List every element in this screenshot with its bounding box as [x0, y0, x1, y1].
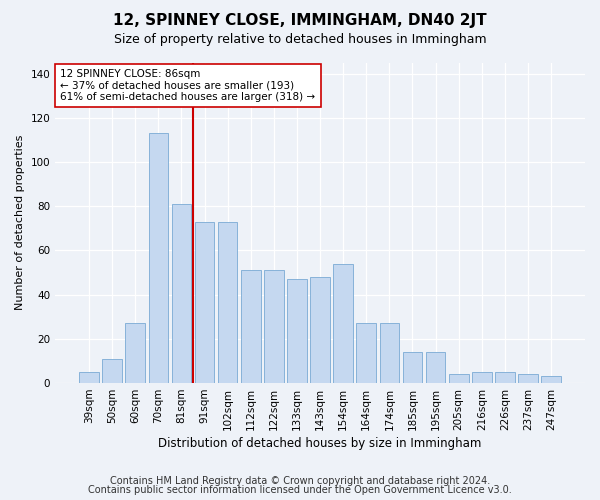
Bar	[426, 352, 445, 383]
Bar	[541, 376, 561, 383]
Text: Contains public sector information licensed under the Open Government Licence v3: Contains public sector information licen…	[88, 485, 512, 495]
Bar	[241, 270, 260, 383]
Bar	[356, 324, 376, 383]
Bar	[218, 222, 238, 383]
Bar	[472, 372, 491, 383]
Bar	[103, 359, 122, 383]
Bar	[449, 374, 469, 383]
Bar	[380, 324, 399, 383]
Bar	[264, 270, 284, 383]
Bar	[172, 204, 191, 383]
Bar	[403, 352, 422, 383]
Bar	[79, 372, 99, 383]
Text: 12 SPINNEY CLOSE: 86sqm
← 37% of detached houses are smaller (193)
61% of semi-d: 12 SPINNEY CLOSE: 86sqm ← 37% of detache…	[61, 69, 316, 102]
Bar	[125, 324, 145, 383]
Text: Size of property relative to detached houses in Immingham: Size of property relative to detached ho…	[113, 32, 487, 46]
Bar	[518, 374, 538, 383]
Bar	[149, 133, 168, 383]
Bar	[495, 372, 515, 383]
Bar	[287, 279, 307, 383]
Text: Contains HM Land Registry data © Crown copyright and database right 2024.: Contains HM Land Registry data © Crown c…	[110, 476, 490, 486]
Bar	[195, 222, 214, 383]
X-axis label: Distribution of detached houses by size in Immingham: Distribution of detached houses by size …	[158, 437, 482, 450]
Y-axis label: Number of detached properties: Number of detached properties	[15, 135, 25, 310]
Bar	[310, 277, 330, 383]
Bar	[334, 264, 353, 383]
Text: 12, SPINNEY CLOSE, IMMINGHAM, DN40 2JT: 12, SPINNEY CLOSE, IMMINGHAM, DN40 2JT	[113, 12, 487, 28]
